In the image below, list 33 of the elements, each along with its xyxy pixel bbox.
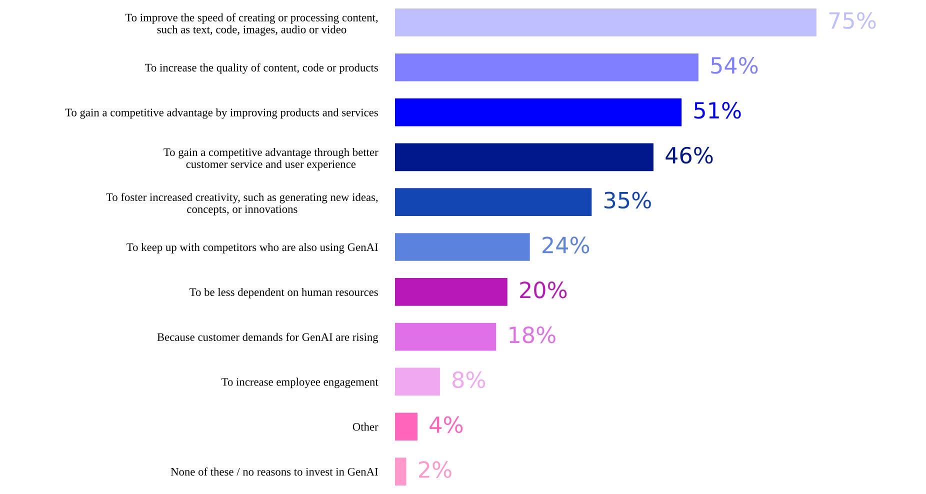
y-tick-label: To gain a competitive advantage by improving products and services [65,108,378,119]
bar [395,458,406,486]
data-label: 54% [711,57,758,74]
y-tick-label: To increase employee engagement [222,378,378,388]
bar [395,233,530,261]
y-tick-label: None of these / no reasons to invest in GenAI [170,467,378,476]
bar [395,412,418,441]
y-tick-label: Other [352,422,378,431]
y-tick-label: Because customer demands for GenAI are rising [157,332,378,344]
data-label: 8% [452,371,486,388]
y-tick-label: To foster increased creativity, such as generating new ideas, concepts, or innovations [106,192,378,216]
y-tick-label: To improve the speed of creating or processing content, such as text, code, images, audio or video [125,13,378,36]
y-tick-label: To be less dependent on human resources [190,288,378,298]
data-label: 51% [694,102,741,119]
bar [395,188,592,216]
data-label: 18% [510,326,556,344]
y-tick-label: To increase the quality of content, code or products [144,63,378,74]
y-tick-label: To gain a competitive advantage through better customer service and user experience [164,148,378,170]
bar [395,322,496,351]
data-label: 46% [666,146,713,164]
bar [395,368,440,396]
y-tick-label: To keep up with competitors who are also using GenAI [126,243,378,254]
data-label: 24% [542,236,590,254]
bar [395,53,698,82]
data-label: 75% [829,12,876,29]
bar [395,278,508,306]
data-label: 4% [430,416,463,434]
bar [395,143,654,172]
data-label: 20% [520,282,567,298]
bar [395,8,816,36]
bar [395,98,682,126]
data-label: 2% [418,461,452,478]
data-label: 35% [604,192,651,209]
